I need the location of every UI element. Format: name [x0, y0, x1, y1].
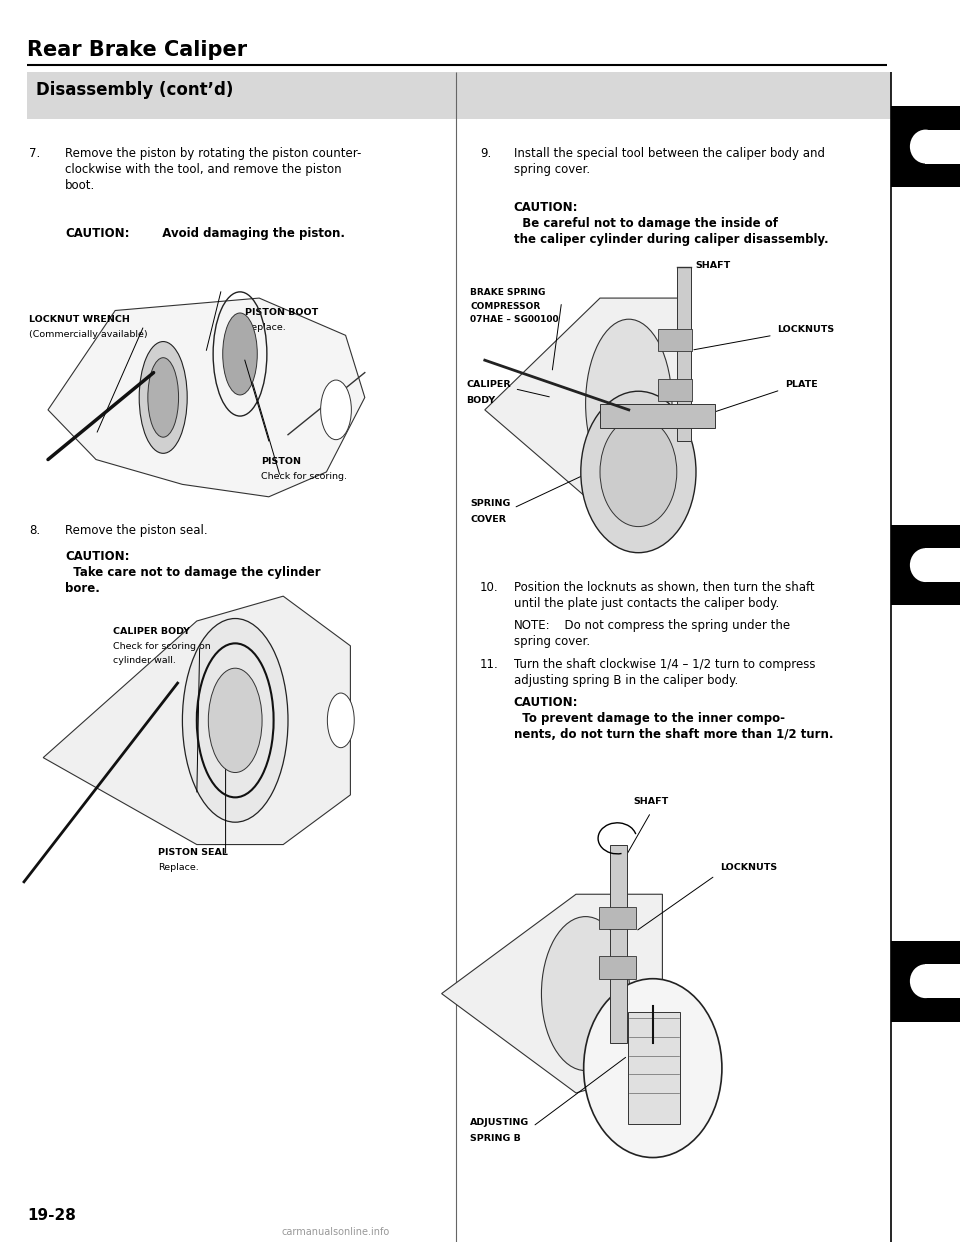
Bar: [925, 129, 960, 164]
Text: PISTON SEAL: PISTON SEAL: [158, 848, 228, 857]
Text: 9.: 9.: [480, 147, 492, 159]
Polygon shape: [442, 894, 662, 1093]
Text: Install the special tool between the caliper body and: Install the special tool between the cal…: [514, 147, 825, 159]
Bar: [891, 525, 960, 606]
Text: LOCKNUTS: LOCKNUTS: [720, 863, 778, 872]
Bar: [891, 107, 960, 188]
Text: BODY: BODY: [467, 396, 495, 405]
Bar: [600, 404, 715, 428]
Text: Disassembly (cont’d): Disassembly (cont’d): [36, 81, 234, 98]
Bar: [658, 379, 692, 401]
Ellipse shape: [581, 391, 696, 553]
Text: Avoid damaging the piston.: Avoid damaging the piston.: [154, 227, 345, 240]
Ellipse shape: [208, 668, 262, 773]
Text: 8.: 8.: [29, 524, 40, 537]
Ellipse shape: [910, 964, 941, 999]
Text: SPRING B: SPRING B: [470, 1134, 521, 1143]
Text: carmanualsonline.info: carmanualsonline.info: [282, 1227, 390, 1237]
Text: Be careful not to damage the inside of: Be careful not to damage the inside of: [514, 217, 778, 230]
Text: 10.: 10.: [480, 581, 498, 594]
Text: Do not compress the spring under the: Do not compress the spring under the: [557, 619, 790, 631]
Text: Replace.: Replace.: [158, 863, 199, 872]
Ellipse shape: [910, 548, 941, 582]
Text: SHAFT: SHAFT: [695, 261, 731, 270]
Text: CAUTION:: CAUTION:: [514, 696, 578, 708]
Text: Remove the piston by rotating the piston counter-: Remove the piston by rotating the piston…: [65, 147, 362, 159]
Text: boot.: boot.: [65, 179, 96, 191]
Ellipse shape: [541, 917, 630, 1071]
Text: (Commercially available): (Commercially available): [29, 330, 148, 339]
Text: LOCKNUTS: LOCKNUTS: [778, 325, 835, 334]
Text: CAUTION:: CAUTION:: [65, 550, 130, 563]
Text: Check for scoring on: Check for scoring on: [113, 642, 211, 651]
Text: Turn the shaft clockwise 1/4 – 1/2 turn to compress: Turn the shaft clockwise 1/4 – 1/2 turn …: [514, 658, 815, 671]
Text: Replace.: Replace.: [245, 323, 285, 332]
Text: clockwise with the tool, and remove the piston: clockwise with the tool, and remove the …: [65, 163, 342, 175]
Ellipse shape: [584, 979, 722, 1158]
Ellipse shape: [182, 619, 288, 822]
Text: SPRING: SPRING: [470, 499, 511, 508]
Polygon shape: [485, 298, 686, 509]
Bar: [27, 72, 891, 119]
Bar: [610, 845, 627, 1043]
Polygon shape: [43, 596, 350, 845]
Text: CALIPER: CALIPER: [467, 380, 511, 389]
Text: Position the locknuts as shown, then turn the shaft: Position the locknuts as shown, then tur…: [514, 581, 814, 594]
Text: cylinder wall.: cylinder wall.: [113, 656, 176, 664]
Ellipse shape: [321, 380, 351, 440]
Text: PISTON: PISTON: [261, 457, 301, 466]
Text: PLATE: PLATE: [785, 380, 818, 389]
Bar: [925, 964, 960, 999]
Text: Rear Brake Caliper: Rear Brake Caliper: [27, 40, 247, 60]
Ellipse shape: [586, 319, 672, 488]
Text: BRAKE SPRING: BRAKE SPRING: [470, 288, 546, 297]
Text: CALIPER BODY: CALIPER BODY: [113, 627, 190, 636]
Bar: [628, 1012, 680, 1124]
Bar: [599, 907, 636, 929]
Text: bore.: bore.: [65, 582, 100, 595]
Text: adjusting spring B in the caliper body.: adjusting spring B in the caliper body.: [514, 674, 738, 687]
Text: spring cover.: spring cover.: [514, 163, 589, 175]
Text: Check for scoring.: Check for scoring.: [261, 472, 348, 481]
Text: Remove the piston seal.: Remove the piston seal.: [65, 524, 208, 537]
Text: SHAFT: SHAFT: [634, 797, 669, 806]
Text: NOTE:: NOTE:: [514, 619, 550, 631]
Bar: [925, 548, 960, 582]
Text: Take care not to damage the cylinder: Take care not to damage the cylinder: [65, 566, 321, 579]
Text: CAUTION:: CAUTION:: [65, 227, 130, 240]
Bar: [599, 956, 636, 979]
Text: CAUTION:: CAUTION:: [514, 201, 578, 214]
Bar: [658, 329, 692, 351]
Ellipse shape: [327, 693, 354, 748]
Bar: [891, 941, 960, 1021]
Text: PISTON BOOT: PISTON BOOT: [245, 308, 318, 317]
Text: COMPRESSOR: COMPRESSOR: [470, 302, 540, 310]
Text: 19-28: 19-28: [27, 1208, 76, 1223]
Ellipse shape: [600, 417, 677, 527]
Ellipse shape: [139, 342, 187, 453]
Text: LOCKNUT WRENCH: LOCKNUT WRENCH: [29, 315, 130, 324]
Ellipse shape: [148, 358, 179, 437]
Text: 07HAE – SG00100: 07HAE – SG00100: [470, 315, 559, 324]
Text: the caliper cylinder during caliper disassembly.: the caliper cylinder during caliper disa…: [514, 233, 828, 246]
Text: To prevent damage to the inner compo-: To prevent damage to the inner compo-: [514, 712, 784, 724]
Bar: [677, 267, 691, 441]
Text: nents, do not turn the shaft more than 1/2 turn.: nents, do not turn the shaft more than 1…: [514, 728, 833, 740]
Text: ADJUSTING: ADJUSTING: [470, 1118, 530, 1126]
Text: until the plate just contacts the caliper body.: until the plate just contacts the calipe…: [514, 597, 779, 610]
Text: 7.: 7.: [29, 147, 40, 159]
Ellipse shape: [910, 129, 941, 164]
Text: COVER: COVER: [470, 515, 507, 524]
Text: spring cover.: spring cover.: [514, 635, 589, 647]
Polygon shape: [48, 298, 365, 497]
Text: 11.: 11.: [480, 658, 499, 671]
Ellipse shape: [223, 313, 257, 395]
